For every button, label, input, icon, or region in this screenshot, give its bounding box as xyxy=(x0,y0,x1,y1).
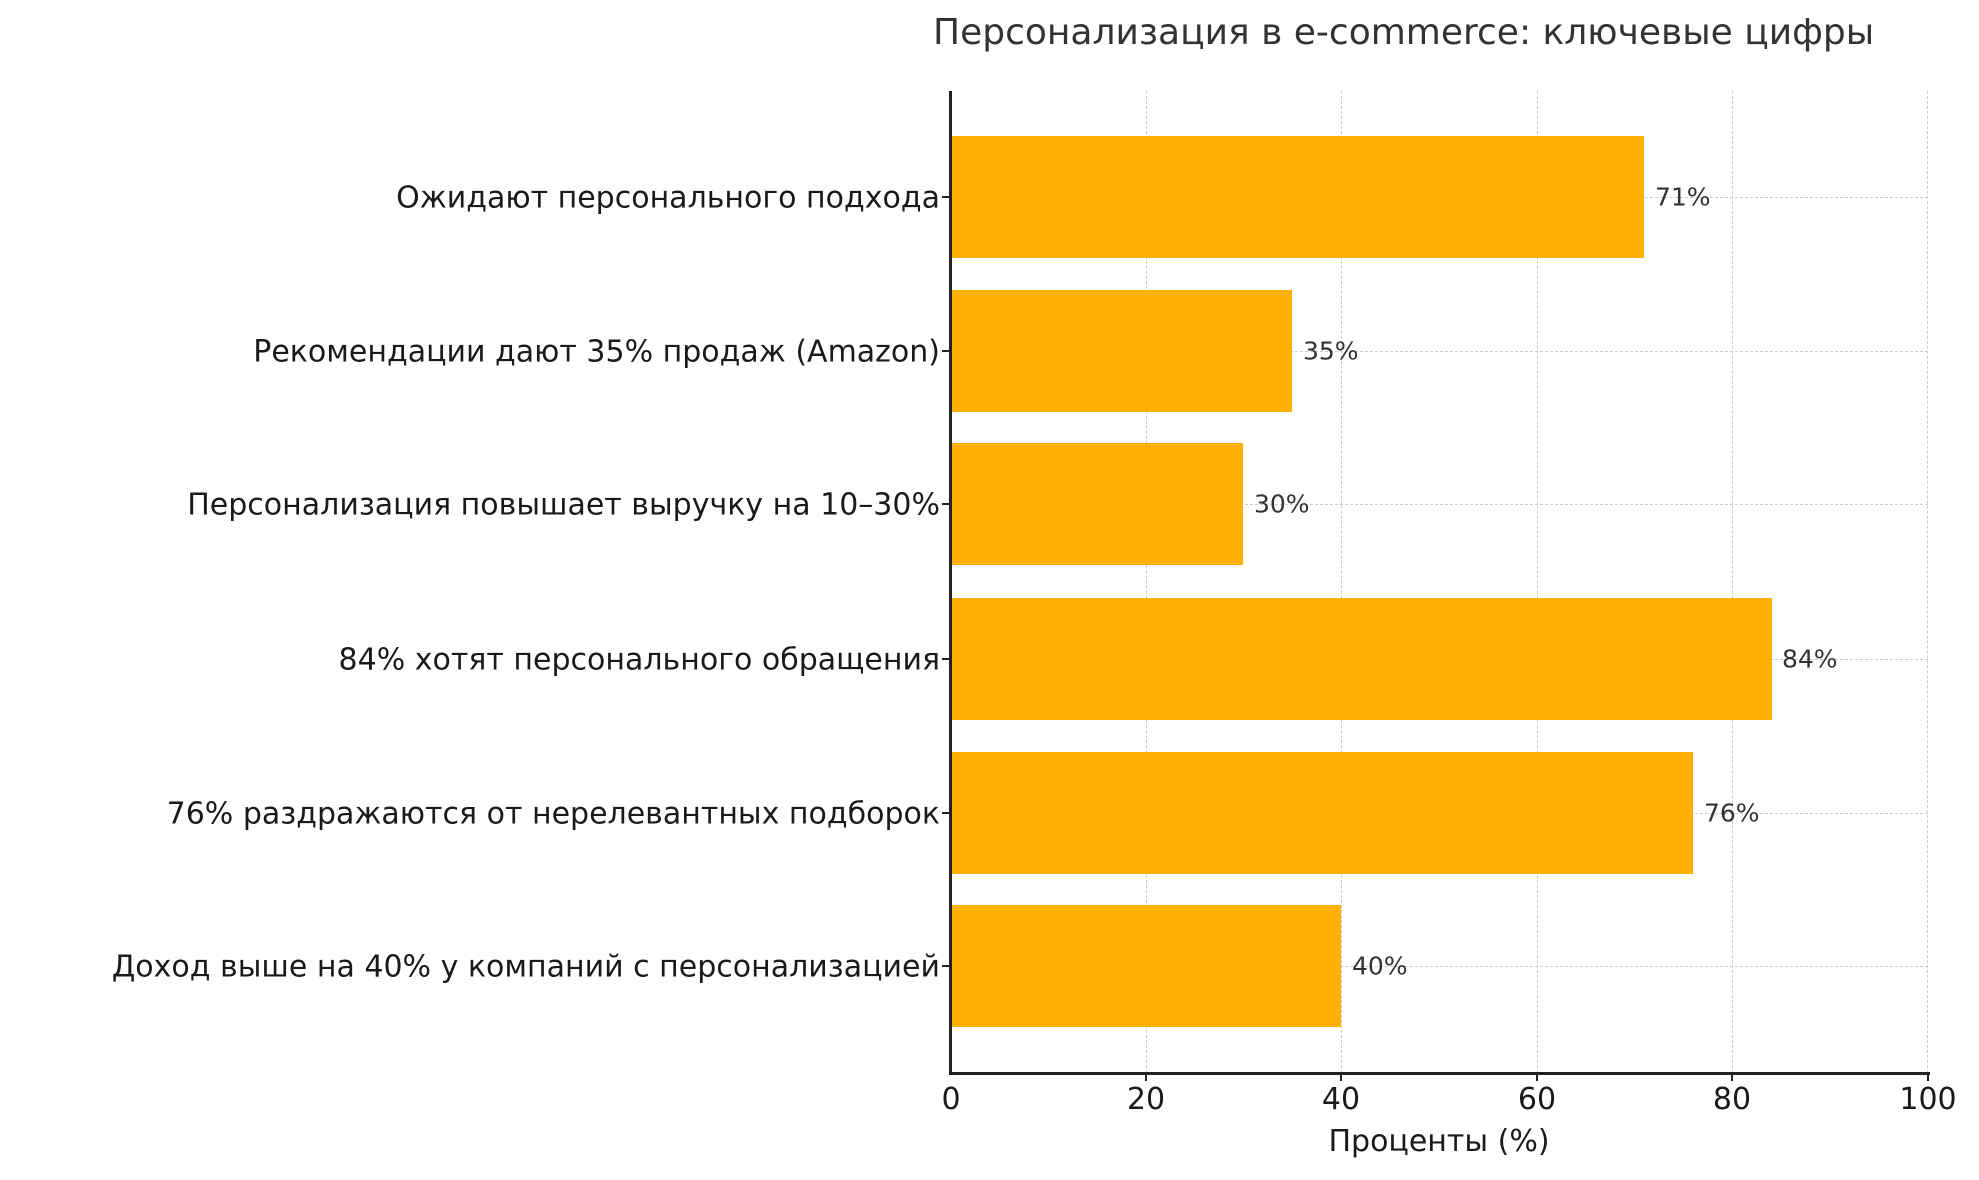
y-tick-label: 76% раздражаются от нерелевантных подбор… xyxy=(166,796,940,832)
x-tick-label: 100 xyxy=(1899,1082,1957,1117)
x-axis-title: Проценты (%) xyxy=(1328,1124,1550,1159)
y-tick-label: Персонализация повышает выручку на 10–30… xyxy=(187,487,940,523)
bar-revenue-increase xyxy=(950,443,1244,565)
x-tick xyxy=(1144,1073,1147,1081)
value-label: 84% xyxy=(1782,644,1838,674)
value-label: 40% xyxy=(1352,951,1408,981)
x-tick xyxy=(1535,1073,1538,1081)
gridline-x-80 xyxy=(1732,91,1734,1073)
gridline-x-100 xyxy=(1927,91,1928,1073)
gridline-y xyxy=(950,351,1928,352)
x-tick xyxy=(1731,1073,1734,1081)
x-tick-label: 20 xyxy=(1126,1082,1166,1117)
x-tick-label: 60 xyxy=(1517,1082,1557,1117)
y-tick xyxy=(942,350,950,352)
chart-title: Персонализация в e-commerce: ключевые ци… xyxy=(933,12,1875,53)
value-label: 71% xyxy=(1655,182,1711,212)
bar-irritated-irrelevant xyxy=(950,752,1694,874)
y-tick-label: Доход выше на 40% у компаний с персонали… xyxy=(111,949,940,985)
x-tick-label: 40 xyxy=(1321,1082,1361,1117)
bar-recommendations-amazon xyxy=(950,290,1293,412)
gridline-x-40 xyxy=(1341,91,1343,1073)
y-tick-label: 84% хотят персонального обращения xyxy=(338,642,940,678)
bar-income-higher xyxy=(950,905,1342,1027)
gridline-y xyxy=(950,966,1928,967)
y-tick xyxy=(942,196,950,198)
value-label: 35% xyxy=(1303,336,1359,366)
x-tick-label: 80 xyxy=(1712,1082,1752,1117)
gridline-x-60 xyxy=(1536,91,1538,1073)
value-label: 30% xyxy=(1254,489,1310,519)
bar-expect-personal-approach xyxy=(950,136,1645,258)
y-tick xyxy=(942,658,950,660)
value-label: 76% xyxy=(1704,798,1760,828)
x-tick xyxy=(1340,1073,1343,1081)
y-tick xyxy=(942,965,950,967)
y-axis-line xyxy=(949,91,952,1074)
y-tick xyxy=(942,503,950,505)
y-tick xyxy=(942,812,950,814)
gridline-x-20 xyxy=(1145,91,1147,1073)
y-tick-label: Рекомендации дают 35% продаж (Amazon) xyxy=(253,334,940,370)
x-axis-line xyxy=(949,1072,1930,1075)
gridline-y xyxy=(950,504,1928,505)
bar-want-personal-address xyxy=(950,598,1772,720)
x-tick xyxy=(1926,1073,1929,1081)
y-tick-label: Ожидают персонального подхода xyxy=(396,180,940,216)
x-tick-label: 0 xyxy=(941,1082,961,1117)
plot-area: 71% 35% 30% 84% 76% 40% xyxy=(950,91,1928,1073)
